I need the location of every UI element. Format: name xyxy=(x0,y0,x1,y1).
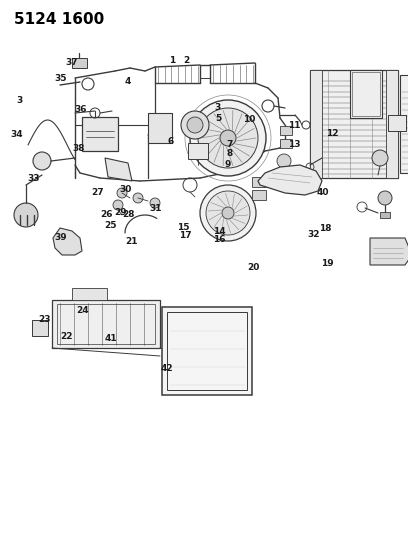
Bar xyxy=(380,212,390,218)
Circle shape xyxy=(378,191,392,205)
Text: 20: 20 xyxy=(248,263,260,272)
Bar xyxy=(350,70,382,118)
Circle shape xyxy=(150,198,160,208)
Bar xyxy=(188,143,208,159)
Bar xyxy=(388,115,406,131)
Bar xyxy=(57,304,155,344)
Circle shape xyxy=(277,154,291,168)
Text: 18: 18 xyxy=(319,224,332,232)
Text: 32: 32 xyxy=(307,230,319,239)
Circle shape xyxy=(181,111,209,139)
Text: 12: 12 xyxy=(326,129,339,138)
Text: 41: 41 xyxy=(105,335,117,343)
Text: 29: 29 xyxy=(114,208,126,216)
Text: 13: 13 xyxy=(288,141,301,149)
Text: 40: 40 xyxy=(317,189,329,197)
Text: 11: 11 xyxy=(288,121,301,130)
Polygon shape xyxy=(258,165,322,195)
Bar xyxy=(72,58,87,68)
Text: 14: 14 xyxy=(213,227,226,236)
Bar xyxy=(252,190,266,200)
Circle shape xyxy=(198,108,258,168)
Text: 33: 33 xyxy=(27,174,40,183)
Bar xyxy=(72,288,107,300)
Bar xyxy=(386,70,398,178)
Text: 31: 31 xyxy=(150,205,162,213)
Text: 26: 26 xyxy=(101,210,113,219)
Bar xyxy=(82,117,118,151)
Circle shape xyxy=(117,188,127,198)
Text: 39: 39 xyxy=(54,233,67,241)
Text: 3: 3 xyxy=(214,103,220,112)
Circle shape xyxy=(222,207,234,219)
Text: 27: 27 xyxy=(91,189,103,197)
Circle shape xyxy=(133,193,143,203)
Text: 8: 8 xyxy=(226,149,233,158)
Bar xyxy=(280,139,292,148)
Text: 35: 35 xyxy=(54,75,67,83)
Bar xyxy=(310,70,398,178)
Bar xyxy=(280,126,292,135)
Polygon shape xyxy=(370,238,408,265)
Text: 17: 17 xyxy=(180,231,192,240)
Circle shape xyxy=(372,150,388,166)
Text: 23: 23 xyxy=(38,316,50,324)
Text: 19: 19 xyxy=(321,260,333,268)
Bar xyxy=(167,312,247,390)
Text: 7: 7 xyxy=(226,141,233,149)
Text: 6: 6 xyxy=(167,137,174,146)
Text: 21: 21 xyxy=(125,238,137,246)
Polygon shape xyxy=(53,228,82,255)
Text: 28: 28 xyxy=(122,210,135,219)
Bar xyxy=(352,72,380,116)
Circle shape xyxy=(190,100,266,176)
Text: 5124 1600: 5124 1600 xyxy=(14,12,104,27)
Bar xyxy=(310,70,322,178)
Circle shape xyxy=(187,117,203,133)
Text: 2: 2 xyxy=(184,56,190,64)
Text: 16: 16 xyxy=(213,236,226,244)
Bar xyxy=(148,113,172,143)
Text: 3: 3 xyxy=(16,96,23,104)
Text: 10: 10 xyxy=(244,116,256,124)
Text: 22: 22 xyxy=(60,333,72,341)
Circle shape xyxy=(206,191,250,235)
Bar xyxy=(32,320,48,336)
Circle shape xyxy=(33,152,51,170)
Bar xyxy=(252,177,266,187)
Bar xyxy=(52,300,160,348)
Circle shape xyxy=(220,130,236,146)
Polygon shape xyxy=(105,158,132,181)
Circle shape xyxy=(14,203,38,227)
Text: 25: 25 xyxy=(105,222,117,230)
Text: 34: 34 xyxy=(11,130,23,139)
Bar xyxy=(400,75,408,173)
Circle shape xyxy=(200,185,256,241)
Circle shape xyxy=(113,200,123,210)
Text: 9: 9 xyxy=(224,160,231,168)
Text: 4: 4 xyxy=(124,77,131,85)
Text: 15: 15 xyxy=(177,223,189,231)
Text: 24: 24 xyxy=(76,306,89,314)
Text: 42: 42 xyxy=(160,365,173,373)
Text: 30: 30 xyxy=(120,185,132,193)
Text: 37: 37 xyxy=(65,58,78,67)
Bar xyxy=(162,307,252,395)
Text: 5: 5 xyxy=(215,114,222,123)
Text: 1: 1 xyxy=(169,56,175,64)
Text: 36: 36 xyxy=(75,105,87,114)
Text: 38: 38 xyxy=(72,144,84,152)
